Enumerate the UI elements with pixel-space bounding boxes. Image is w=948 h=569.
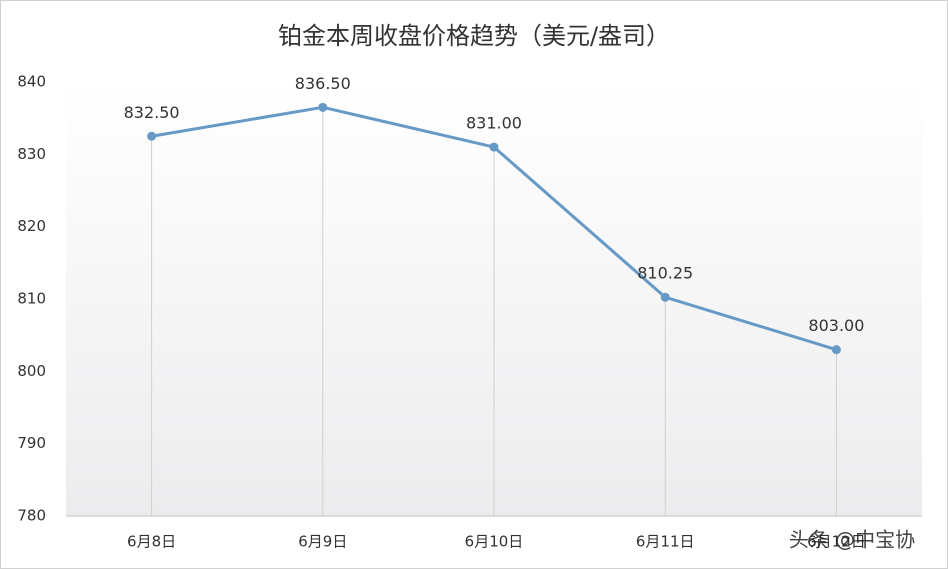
- x-tick-label: 6月11日: [636, 533, 695, 551]
- y-tick-label: 810: [17, 290, 46, 308]
- watermark: 头条 @中宝协: [789, 528, 915, 552]
- y-tick-label: 800: [17, 362, 46, 380]
- point: [660, 292, 670, 302]
- y-tick-label: 780: [17, 507, 46, 525]
- data-label: 831.00: [466, 114, 522, 133]
- point: [147, 131, 157, 141]
- point: [831, 345, 841, 355]
- point: [489, 142, 499, 152]
- y-tick-label: 790: [17, 434, 46, 452]
- chart-title: 铂金本周收盘价格趋势（美元/盎司）: [278, 22, 670, 50]
- data-label: 832.50: [124, 103, 180, 122]
- y-tick-label: 820: [17, 217, 46, 235]
- data-label: 810.25: [637, 264, 693, 283]
- y-tick-label: 830: [17, 145, 46, 163]
- data-label: 803.00: [808, 316, 864, 335]
- x-tick-label: 6月12日: [807, 533, 866, 551]
- x-tick-label: 6月9日: [298, 533, 347, 551]
- y-tick-label: 840: [17, 73, 46, 91]
- x-tick-label: 6月8日: [127, 533, 176, 551]
- data-label: 836.50: [295, 74, 351, 93]
- x-tick-label: 6月10日: [465, 533, 524, 551]
- point: [318, 102, 328, 112]
